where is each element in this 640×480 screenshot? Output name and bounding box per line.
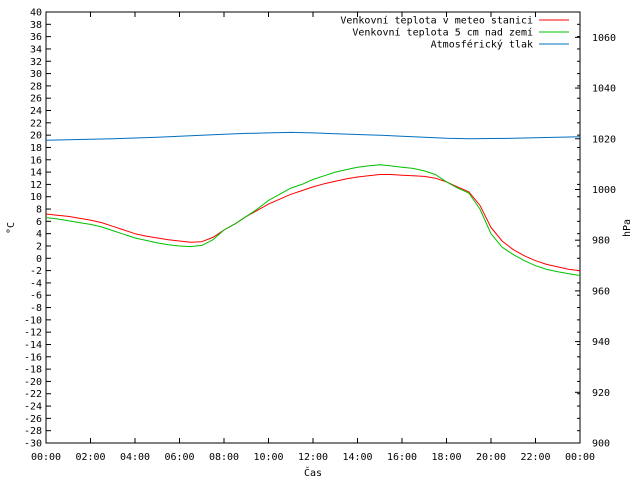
series-line-1 — [45, 174, 581, 272]
y-left-tick-label: 16 — [30, 155, 42, 166]
x-tick-label: 12:00 — [298, 452, 328, 463]
y-left-tick-label: 40 — [30, 8, 42, 19]
y-left-axis-label: °C — [6, 222, 17, 234]
y-left-tick-label: 32 — [30, 57, 42, 68]
legend-label-2: Venkovní teplota 5 cm nad zemí — [352, 27, 533, 39]
y-left-tick-label: -22 — [24, 389, 42, 400]
y-left-tick-label: 30 — [30, 69, 42, 80]
y-left-tick-label: 2 — [36, 241, 42, 252]
y-left-tick-label: 4 — [36, 229, 42, 240]
y-left-tick-label: 14 — [30, 168, 42, 179]
y-left-tick-label: 34 — [30, 44, 42, 55]
y-right-tick-label: 940 — [592, 337, 610, 348]
y-right-tick-label: 920 — [592, 388, 610, 399]
y-left-tick-label: -6 — [30, 291, 42, 302]
y-left-tick-label: -4 — [30, 278, 42, 289]
y-left-tick-label: -28 — [24, 426, 42, 437]
x-tick-label: 10:00 — [253, 452, 283, 463]
y-left-tick-label: 8 — [36, 205, 42, 216]
y-left-tick-label: 6 — [36, 217, 42, 228]
y-right-axis-label: hPa — [622, 219, 633, 237]
x-tick-label: 00:00 — [565, 452, 595, 463]
y-right-tick-label: 1000 — [592, 185, 616, 196]
y-right-tick-label: 900 — [592, 439, 610, 450]
y-left-tick-label: -18 — [24, 365, 42, 376]
series-line-3 — [45, 131, 581, 141]
x-tick-label: 22:00 — [520, 452, 550, 463]
y-right-ticks: 900 920 940 960 980 1000 1020 1040 1060 — [575, 33, 616, 450]
legend-label-3: Atmosférický tlak — [431, 39, 533, 51]
x-tick-label: 04:00 — [120, 452, 150, 463]
y-left-ticks: -30-28-26-24-22-20-18-16-14-12-10-8-6-4-… — [24, 8, 580, 450]
x-axis-label: Čas — [304, 466, 322, 479]
y-left-tick-label: -12 — [24, 328, 42, 339]
x-tick-label: 08:00 — [209, 452, 239, 463]
y-left-tick-label: -30 — [24, 439, 42, 450]
y-right-tick-label: 1060 — [592, 33, 616, 44]
x-tick-label: 06:00 — [164, 452, 194, 463]
y-left-tick-label: 22 — [30, 118, 42, 129]
y-left-tick-label: 12 — [30, 180, 42, 191]
y-left-tick-label: -8 — [30, 303, 42, 314]
x-tick-label: 14:00 — [342, 452, 372, 463]
series-layer — [45, 131, 581, 276]
y-left-tick-label: -10 — [24, 315, 42, 326]
y-left-tick-label: 28 — [30, 81, 42, 92]
y-left-tick-label: 38 — [30, 20, 42, 31]
x-tick-label: 02:00 — [75, 452, 105, 463]
y-left-tick-label: -24 — [24, 402, 42, 413]
series-line-2 — [45, 164, 581, 276]
x-tick-label: 00:00 — [31, 452, 61, 463]
y-left-tick-label: 20 — [30, 131, 42, 142]
y-right-tick-label: 1020 — [592, 134, 616, 145]
y-left-tick-label: 0 — [36, 254, 42, 265]
plot-frame — [45, 11, 581, 444]
y-left-tick-label: 24 — [30, 106, 42, 117]
y-left-tick-label: -16 — [24, 352, 42, 363]
y-left-tick-label: -14 — [24, 340, 42, 351]
y-left-tick-label: 26 — [30, 94, 42, 105]
legend: Venkovní teplota v meteo staniciVenkovní… — [340, 15, 569, 51]
y-right-tick-label: 960 — [592, 286, 610, 297]
x-tick-label: 18:00 — [431, 452, 461, 463]
y-left-tick-label: -26 — [24, 414, 42, 425]
y-left-tick-label: -20 — [24, 377, 42, 388]
y-left-tick-label: 10 — [30, 192, 42, 203]
y-left-tick-label: 36 — [30, 32, 42, 43]
y-right-tick-label: 1040 — [592, 84, 616, 95]
x-tick-label: 20:00 — [476, 452, 506, 463]
y-left-tick-label: -2 — [30, 266, 42, 277]
legend-label-1: Venkovní teplota v meteo stanici — [340, 15, 533, 27]
y-right-tick-label: 980 — [592, 236, 610, 247]
y-left-tick-label: 18 — [30, 143, 42, 154]
x-ticks: 00:00 02:00 04:00 06:00 08:00 10:00 12:00 14:00… — [31, 12, 595, 463]
x-tick-label: 16:00 — [387, 452, 417, 463]
